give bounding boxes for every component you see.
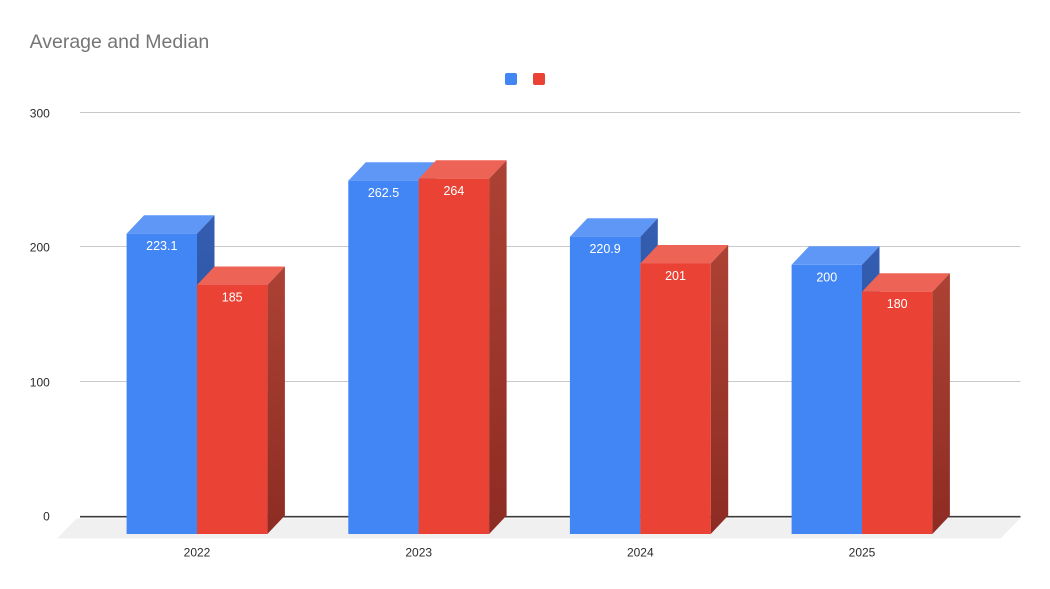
svg-text:185: 185 bbox=[222, 291, 243, 305]
svg-text:264: 264 bbox=[443, 184, 464, 198]
svg-text:2022: 2022 bbox=[184, 546, 211, 560]
svg-text:0: 0 bbox=[43, 510, 50, 524]
svg-text:200: 200 bbox=[816, 270, 837, 284]
svg-text:2023: 2023 bbox=[405, 546, 432, 560]
svg-text:201: 201 bbox=[665, 269, 686, 283]
svg-text:200: 200 bbox=[30, 240, 50, 254]
svg-text:300: 300 bbox=[30, 106, 50, 120]
svg-text:223.1: 223.1 bbox=[146, 239, 177, 253]
svg-text:2025: 2025 bbox=[849, 546, 876, 560]
svg-text:262.5: 262.5 bbox=[368, 186, 399, 200]
svg-text:100: 100 bbox=[30, 375, 50, 389]
svg-text:180: 180 bbox=[887, 297, 908, 311]
svg-text:2024: 2024 bbox=[627, 546, 654, 560]
svg-text:220.9: 220.9 bbox=[589, 242, 620, 256]
